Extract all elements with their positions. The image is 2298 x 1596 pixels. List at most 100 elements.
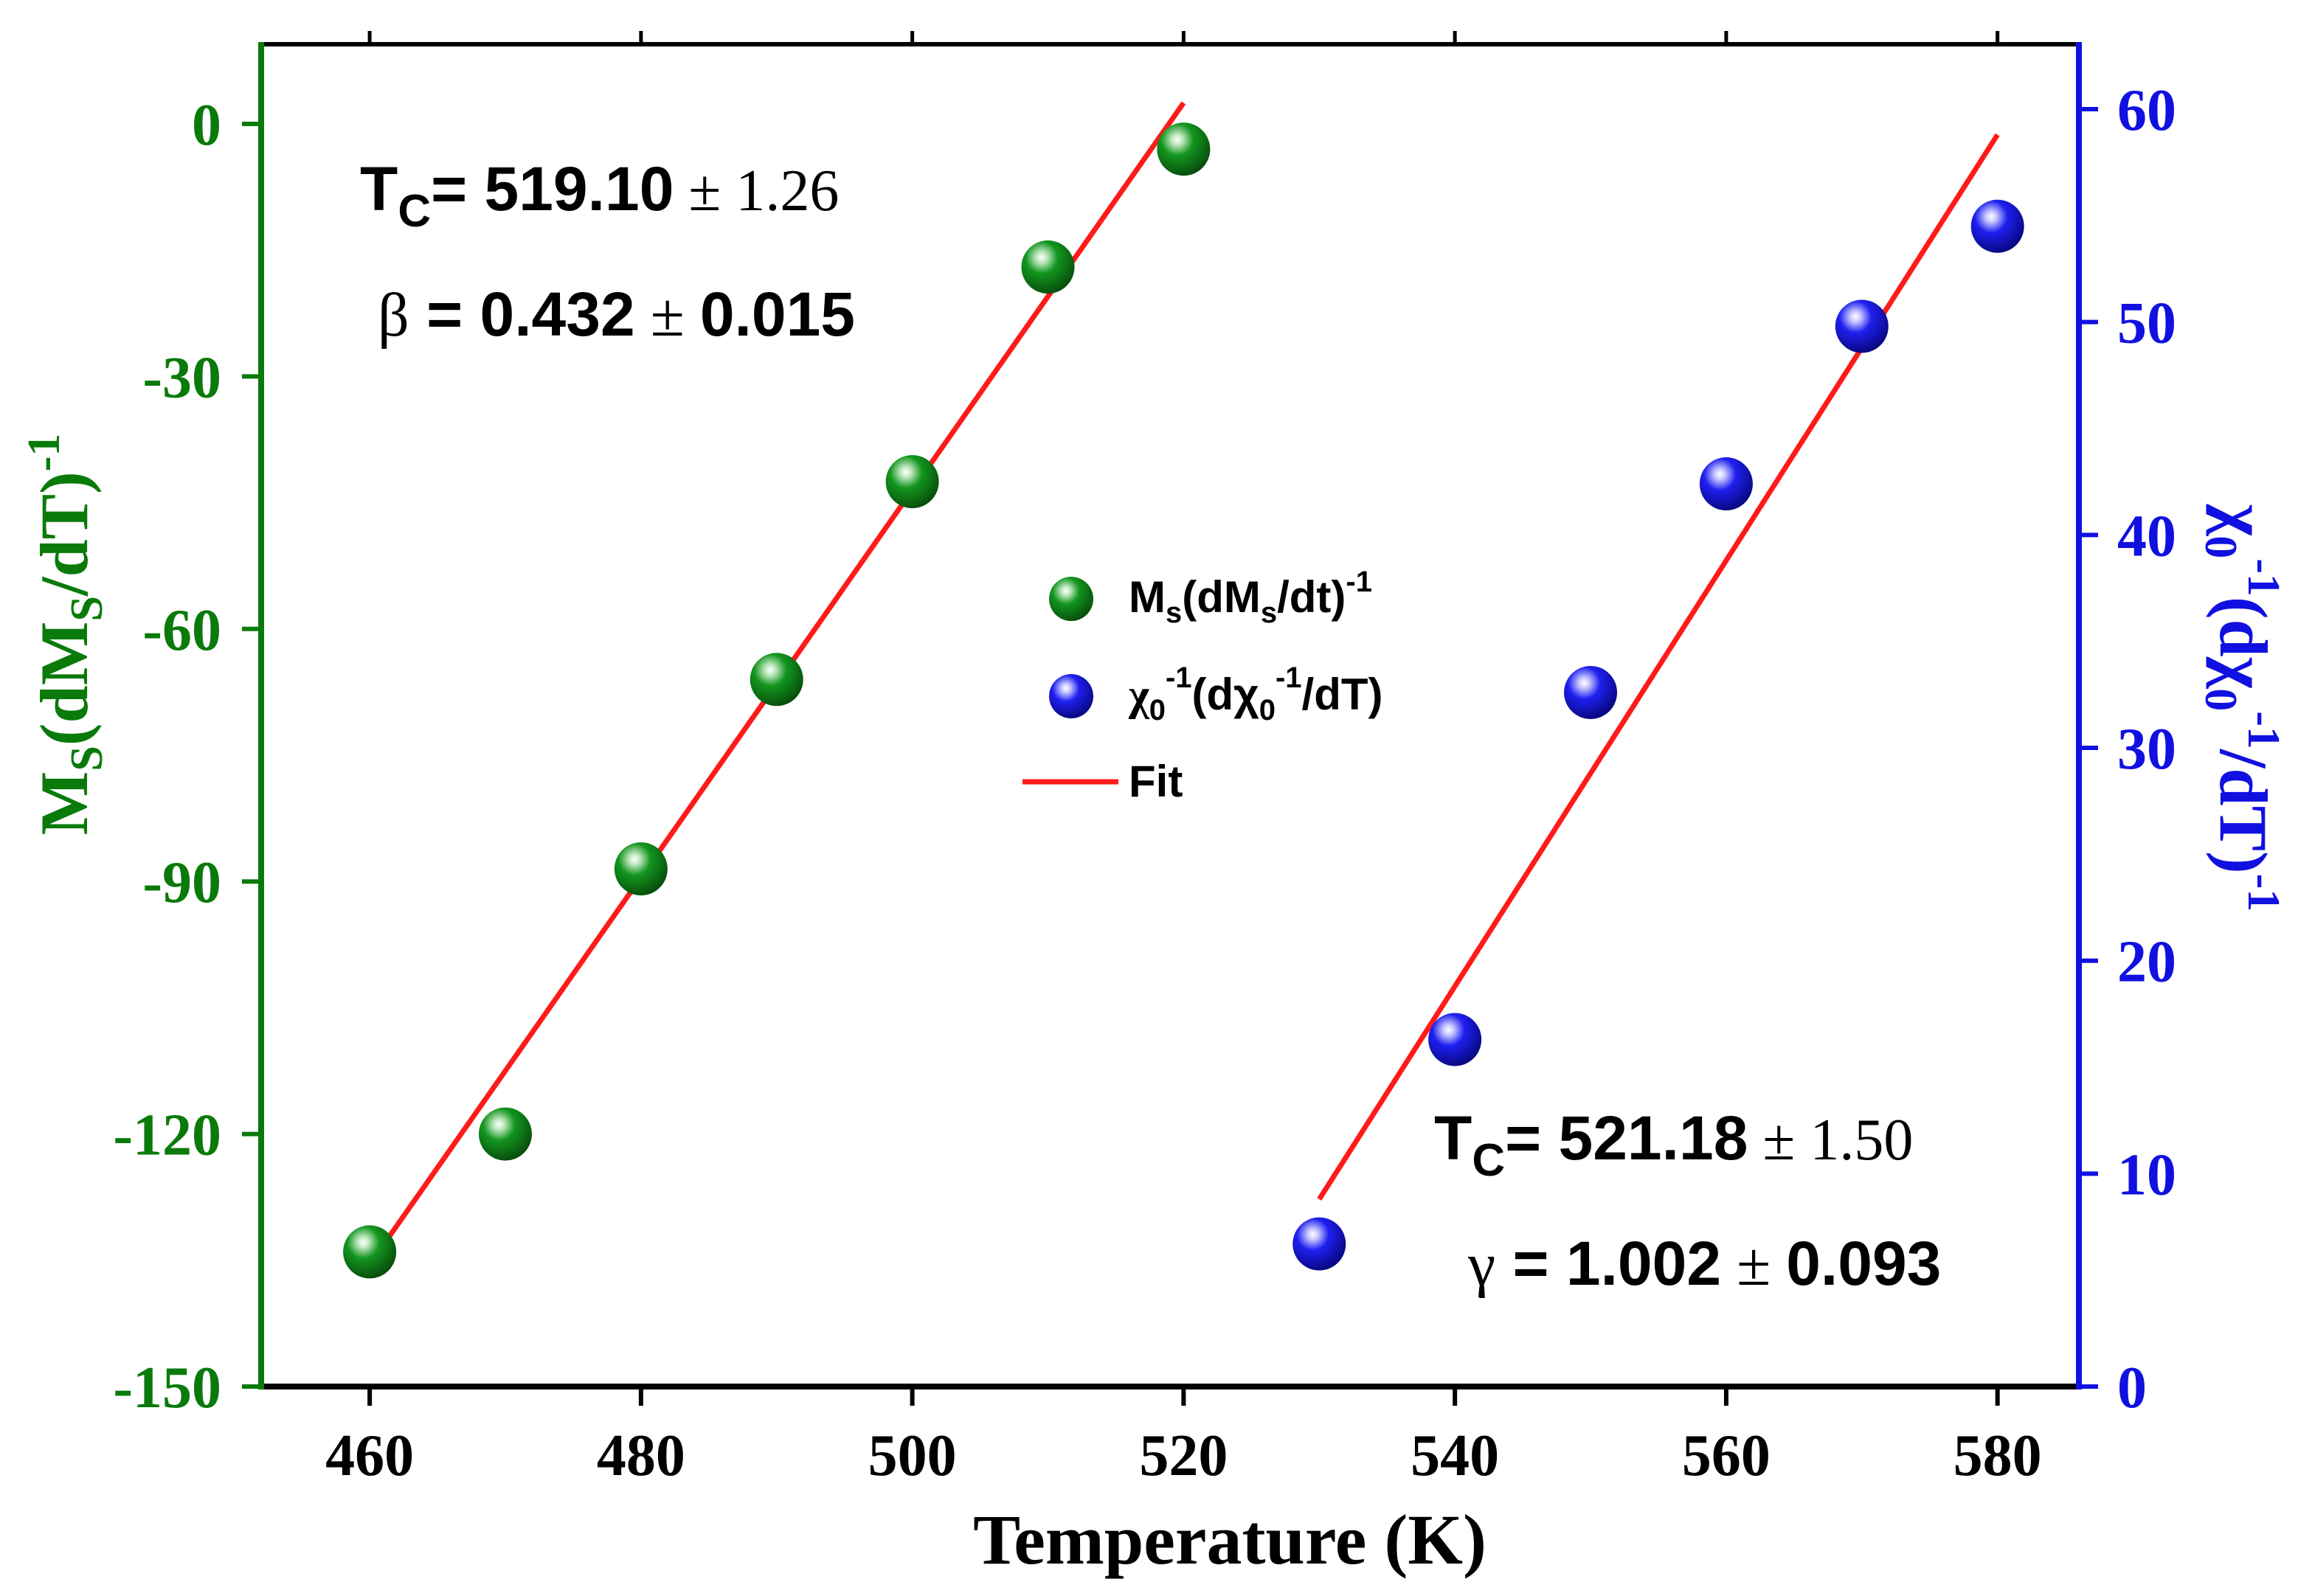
- legend-ms-tail: /dt): [1277, 572, 1346, 622]
- tc-right-error: ± 1.50: [1748, 1108, 1913, 1173]
- right-label-sup2: -1: [2238, 711, 2288, 749]
- legend: Ms(dMs/dt)-1 χ0-1(dχ0-1/dT) Fit: [1022, 566, 1383, 806]
- left-axis-label: MS(dMS/dT)-1: [19, 434, 112, 836]
- x-tick-label: 580: [1953, 1423, 2042, 1488]
- legend-chi-sup2: -1: [1276, 662, 1302, 694]
- right-tick-label: 50: [2117, 291, 2176, 356]
- left-label-base: M: [27, 771, 102, 836]
- left-label-sub2: S: [62, 596, 112, 621]
- left-label-mid: (dM: [27, 621, 102, 746]
- right-tick-label: 40: [2117, 504, 2176, 569]
- left-tick-label: -90: [142, 850, 221, 915]
- chi-data-point: [1970, 199, 2024, 253]
- legend-ms-mid: (dM: [1182, 572, 1261, 622]
- right-label-sub2: 0: [2195, 688, 2246, 711]
- tc-left-error: ± 1.26: [674, 159, 839, 223]
- right-label-sup3: -1: [2238, 874, 2288, 912]
- tc-right-symbol: T: [1434, 1103, 1472, 1173]
- legend-item-ms: Ms(dMs/dt)-1: [1049, 566, 1372, 629]
- plot-frame: [258, 42, 2082, 1389]
- right-axis-label: χ0-1(dχ0-1/dT)-1: [2195, 504, 2288, 912]
- svg-text:χ0-1(dχ0-1/dT): χ0-1(dχ0-1/dT): [1128, 662, 1383, 726]
- annotation-gamma: γ = 1.002 ± 0.093: [1467, 1229, 1941, 1299]
- ms-data-point: [1021, 240, 1075, 294]
- tc-right-sub: C: [1472, 1135, 1505, 1186]
- beta-value: 0.432: [480, 280, 634, 349]
- x-tick-label: 520: [1139, 1423, 1228, 1488]
- left-label-tail: /dT): [27, 471, 102, 597]
- svg-text:χ0-1(dχ0-1/dT)-1: χ0-1(dχ0-1/dT)-1: [2195, 504, 2288, 912]
- svg-text:TC= 521.18 ± 1.50: TC= 521.18 ± 1.50: [1434, 1103, 1913, 1186]
- left-tick-label: 0: [192, 93, 221, 158]
- legend-chi-tail: /dT): [1302, 670, 1383, 719]
- legend-blue-ball-icon: [1049, 674, 1093, 718]
- left-tick-label: -60: [142, 598, 221, 663]
- right-label-mid: (dχ: [2206, 597, 2281, 690]
- ms-data-point: [1157, 122, 1211, 176]
- data-points: [343, 122, 2024, 1279]
- right-tick-label: 0: [2117, 1356, 2147, 1420]
- left-label-sup: -1: [19, 434, 69, 472]
- legend-chi-mid: (dχ: [1192, 670, 1260, 719]
- legend-green-ball-icon: [1049, 577, 1093, 621]
- chi-data-point: [1428, 1013, 1482, 1066]
- left-tick-label: -120: [113, 1103, 221, 1168]
- gamma-pm: ±: [1721, 1230, 1786, 1299]
- right-tick-label: 30: [2117, 717, 2176, 782]
- right-tick-label: 20: [2117, 930, 2176, 995]
- svg-text:γ = 1.002 ± 0.093: γ = 1.002 ± 0.093: [1467, 1229, 1941, 1299]
- right-label-sub: 0: [2195, 535, 2246, 558]
- legend-ms-sup: -1: [1346, 566, 1372, 598]
- legend-ms-text: M: [1129, 572, 1166, 622]
- ms-data-point: [478, 1107, 532, 1161]
- legend-chi-text: χ: [1128, 670, 1150, 719]
- legend-item-chi: χ0-1(dχ0-1/dT): [1049, 662, 1383, 726]
- legend-ms-sub: s: [1166, 597, 1182, 629]
- gamma-symbol: γ: [1467, 1230, 1495, 1299]
- ms-data-point: [750, 653, 803, 707]
- tc-left-symbol: T: [360, 154, 398, 223]
- chi-data-point: [1292, 1217, 1346, 1271]
- svg-text:MS(dMS/dT)-1: MS(dMS/dT)-1: [19, 434, 112, 836]
- tc-left-eq: =: [431, 154, 484, 223]
- right-tick-label: 10: [2117, 1142, 2176, 1207]
- x-tick-label: 500: [868, 1423, 957, 1488]
- ms-data-point: [885, 455, 939, 509]
- right-label-sup1: -1: [2238, 558, 2288, 597]
- right-label-tail: /dT): [2206, 749, 2281, 874]
- beta-eq: =: [409, 280, 480, 349]
- x-tick-label: 540: [1411, 1423, 1499, 1488]
- beta-symbol: β: [378, 281, 409, 350]
- ms-data-point: [614, 842, 668, 896]
- tc-left-sub: C: [398, 186, 431, 237]
- chi-data-point: [1835, 299, 1889, 353]
- gamma-value: 1.002: [1566, 1229, 1721, 1298]
- x-axis-label: Temperature (K): [973, 1500, 1487, 1579]
- svg-text:TC= 519.10 ± 1.26: TC= 519.10 ± 1.26: [360, 154, 839, 237]
- left-tick-label: -30: [142, 345, 221, 410]
- right-label-chi: χ: [2206, 504, 2281, 537]
- annotation-beta: β = 0.432 ± 0.015: [378, 280, 855, 350]
- right-tick-label: 60: [2117, 78, 2176, 143]
- legend-fit-text: Fit: [1129, 757, 1183, 806]
- x-tick-label: 460: [325, 1423, 414, 1488]
- gamma-error: 0.093: [1786, 1229, 1941, 1298]
- legend-ms-sub2: s: [1261, 597, 1277, 629]
- tc-left-value: 519.10: [485, 154, 674, 223]
- x-tick-label: 560: [1682, 1423, 1771, 1488]
- fit-line-right: [1317, 133, 2000, 1201]
- x-tick-label: 480: [597, 1423, 685, 1488]
- chi-data-point: [1564, 665, 1618, 719]
- gamma-eq: =: [1495, 1229, 1566, 1298]
- legend-chi-sub: 0: [1149, 694, 1166, 726]
- left-label-sub1: S: [62, 746, 112, 771]
- legend-chi-sub2: 0: [1259, 694, 1276, 726]
- svg-text:β = 0.432 ± 0.015: β = 0.432 ± 0.015: [378, 280, 855, 350]
- legend-item-fit: Fit: [1022, 757, 1183, 806]
- beta-error: 0.015: [700, 280, 855, 349]
- legend-chi-sup: -1: [1166, 662, 1192, 694]
- tc-right-eq: =: [1505, 1103, 1558, 1173]
- tc-right-value: 521.18: [1559, 1103, 1748, 1173]
